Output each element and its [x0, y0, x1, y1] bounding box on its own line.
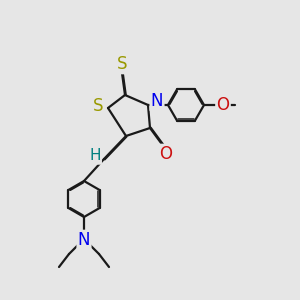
Text: S: S [117, 55, 127, 73]
Text: N: N [151, 92, 163, 110]
Text: S: S [93, 97, 103, 115]
Text: O: O [217, 96, 230, 114]
Text: H: H [89, 148, 101, 164]
Text: N: N [78, 231, 90, 249]
Text: O: O [160, 145, 172, 163]
